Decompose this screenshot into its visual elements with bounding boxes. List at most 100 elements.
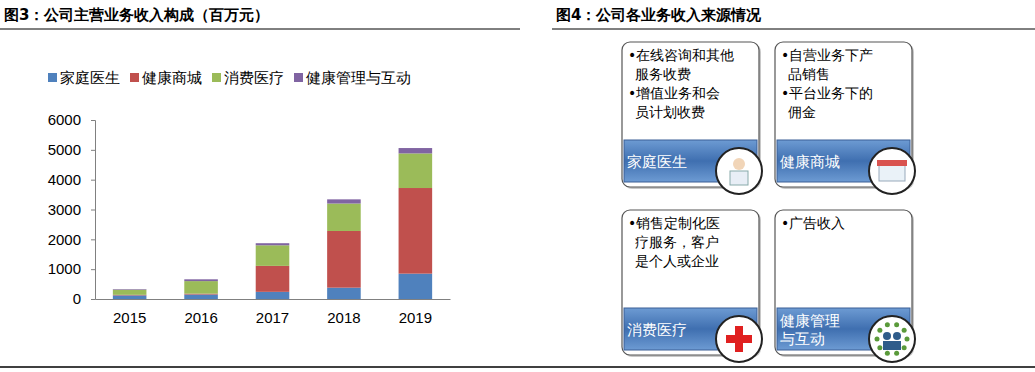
- icon-shape: [730, 171, 748, 185]
- tick-mark: [91, 239, 95, 240]
- axis-line: [96, 299, 451, 300]
- icon-shape: [905, 337, 910, 342]
- bullet-text: 疗服务，客户: [635, 234, 719, 250]
- icon-shape: [883, 332, 891, 340]
- tick-label: 2017: [256, 309, 289, 326]
- axis-line: [91, 121, 96, 300]
- legend-swatch: [130, 73, 139, 82]
- box: [622, 210, 759, 355]
- source-box: •自营业务下产品销售 •平台业务下的佣金健康商城: [775, 42, 915, 194]
- box-label: 健康商城: [780, 153, 840, 171]
- legend-swatch: [294, 73, 303, 82]
- tick-mark: [91, 150, 95, 151]
- legend-label: 健康商城: [142, 70, 202, 86]
- tick: 2018: [327, 299, 360, 326]
- footer-rule: [0, 366, 1035, 368]
- legend-label: 健康管理与互动: [306, 70, 411, 86]
- tick: 6000: [48, 111, 95, 128]
- icon-ring: [716, 316, 762, 362]
- bar: [256, 243, 290, 245]
- chart-title: 图3：公司主营业务收入构成（百万元）: [4, 6, 269, 24]
- box-label: 健康管理: [780, 312, 840, 330]
- tick: 2000: [48, 231, 95, 248]
- bullet-text: •平台业务下的: [781, 85, 873, 101]
- tick-label: 2019: [399, 309, 432, 326]
- box-label: 消费医疗: [627, 321, 687, 339]
- y-axis: 0100020003000400050006000: [48, 111, 96, 307]
- tick-mark: [91, 210, 95, 211]
- icon-shape: [893, 332, 901, 340]
- tick: 4000: [48, 171, 95, 188]
- header-rule: [0, 29, 520, 30]
- icon-shape: [877, 160, 907, 166]
- icon-ring: [869, 148, 915, 194]
- icon-shape: [894, 322, 899, 327]
- bar: [327, 199, 361, 203]
- icon-shape: [877, 328, 882, 333]
- legend: 家庭医生 健康商城 消费医疗 健康管理与互动: [48, 70, 411, 86]
- tick-mark: [91, 120, 95, 121]
- bar: [256, 266, 290, 292]
- tick-label: 3000: [48, 201, 81, 218]
- tick: 2019: [399, 299, 432, 326]
- label-bar: [777, 140, 910, 182]
- source-box: •销售定制化医疗服务，客户是个人或企业消费医疗: [622, 210, 762, 362]
- icon-shape: [875, 337, 880, 342]
- bar: [327, 231, 361, 288]
- tick-label: 1000: [48, 260, 81, 277]
- icon-shape: [902, 328, 907, 333]
- bars: [113, 148, 432, 299]
- header-rule: [552, 29, 1035, 30]
- tick-mark: [91, 299, 95, 300]
- bullet-text: 是个人或企业: [635, 253, 719, 269]
- box: [775, 42, 912, 187]
- bullet-text: 服务收费: [635, 66, 691, 82]
- tick-label: 2016: [184, 309, 217, 326]
- box-label: 与互动: [780, 330, 825, 348]
- diagram-title: 图4：公司各业务收入来源情况: [556, 6, 762, 24]
- bar: [327, 204, 361, 231]
- legend-label: 消费医疗: [224, 70, 284, 86]
- series-bars: [113, 153, 432, 294]
- tick-label: 2000: [48, 231, 81, 248]
- bar: [327, 288, 361, 299]
- tick-label: 4000: [48, 171, 81, 188]
- icon-shape: [885, 351, 890, 356]
- icon-shape: [879, 165, 905, 181]
- bullet-text: •销售定制化医: [628, 215, 720, 231]
- icon-ring: [869, 316, 915, 362]
- legend-label: 家庭医生: [60, 70, 120, 86]
- tick: 5000: [48, 141, 95, 158]
- bullet-text: •自营业务下产: [781, 47, 873, 63]
- page: 图3：公司主营业务收入构成（百万元）0100020003000400050006…: [0, 0, 1035, 372]
- bullet-text: 品销售: [788, 66, 830, 82]
- series-bars: [113, 188, 432, 295]
- icon-shape: [733, 158, 745, 170]
- x-axis: 2015 2016 2017 2018 2019: [96, 299, 451, 326]
- icon-shape: [902, 345, 907, 350]
- bar: [399, 188, 433, 274]
- tick-label: 6000: [48, 111, 81, 128]
- source-box: •广告收入健康管理与互动: [775, 210, 915, 362]
- bullet-text: •在线咨询和其他: [628, 47, 734, 63]
- icon-shape: [894, 351, 899, 356]
- bar: [113, 295, 147, 299]
- bullet-text: 员计划收费: [635, 104, 705, 120]
- box-label: 家庭医生: [627, 153, 687, 171]
- icon-shape: [877, 345, 882, 350]
- bar: [113, 289, 147, 291]
- bullet-text: •广告收入: [781, 215, 845, 231]
- bullet-text: •增值业务和会: [628, 85, 720, 101]
- series-bars: [113, 148, 432, 290]
- tick-label: 2015: [113, 309, 146, 326]
- bar: [184, 281, 218, 294]
- bullet-text: 佣金: [788, 104, 816, 120]
- tick: 2015: [113, 299, 146, 326]
- tick: 1000: [48, 260, 95, 277]
- bar: [399, 153, 433, 188]
- icon-ring: [716, 148, 762, 194]
- icon-shape: [726, 335, 752, 343]
- icon-shape: [883, 341, 901, 350]
- tick: 2016: [184, 299, 217, 326]
- icon-shape: [885, 322, 890, 327]
